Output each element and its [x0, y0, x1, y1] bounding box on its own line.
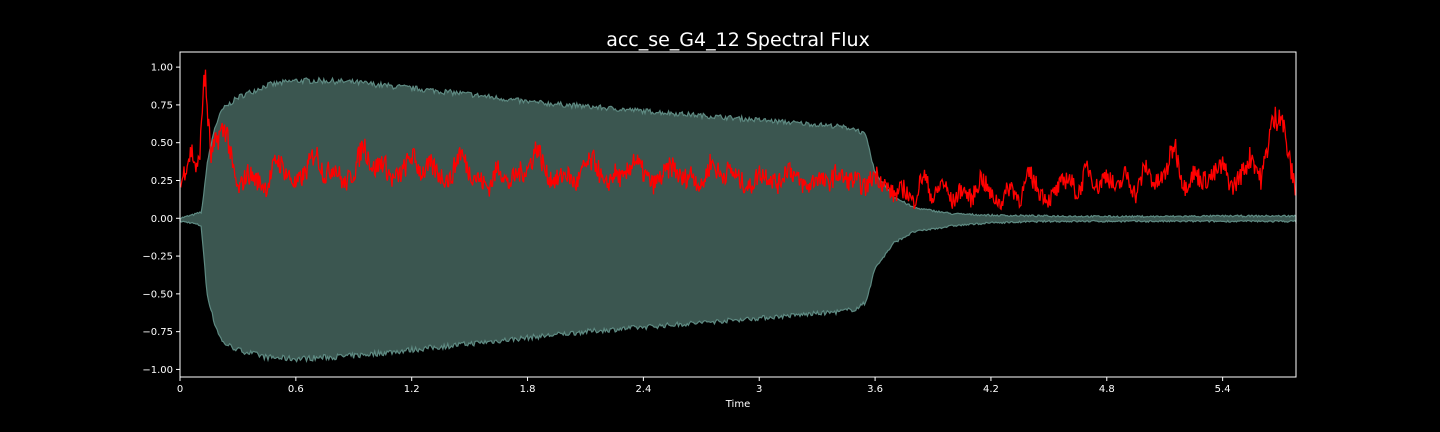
x-axis: 0 0.6 1.2 1.8 2.4 3 3.6 4.2 4.8 5.4: [177, 377, 1231, 395]
y-axis: 1.00 0.75 0.50 0.25 0.00 −0.25 −0.50 −0.75 −1.00: [142, 63, 180, 376]
x-axis-label: Time: [725, 399, 750, 410]
x-tick-label: 4.2: [983, 384, 999, 395]
x-tick-label: 0.6: [288, 384, 304, 395]
axes-frame: [179, 51, 1297, 378]
x-tick-label: 3: [756, 384, 762, 395]
y-tick-label: 1.00: [151, 63, 173, 74]
y-tick-label: −0.50: [142, 289, 173, 300]
y-tick-label: 0.25: [151, 176, 173, 187]
spectral-flux-line: [179, 69, 1297, 211]
chart-title: acc_se_G4_12 Spectral Flux: [606, 29, 870, 51]
x-tick-label: 4.8: [1099, 384, 1115, 395]
y-tick-label: 0.75: [151, 100, 173, 111]
x-tick-label: 1.8: [520, 384, 536, 395]
y-tick-label: −0.75: [142, 327, 173, 338]
y-tick-label: −1.00: [142, 365, 173, 376]
x-tick-label: 3.6: [867, 384, 883, 395]
y-tick-label: 0.00: [151, 214, 173, 225]
y-tick-label: 0.50: [151, 138, 173, 149]
x-tick-label: 1.2: [404, 384, 420, 395]
x-tick-label: 0: [177, 384, 183, 395]
x-tick-label: 2.4: [635, 384, 651, 395]
y-tick-label: −0.25: [142, 252, 173, 263]
x-tick-label: 5.4: [1215, 384, 1231, 395]
